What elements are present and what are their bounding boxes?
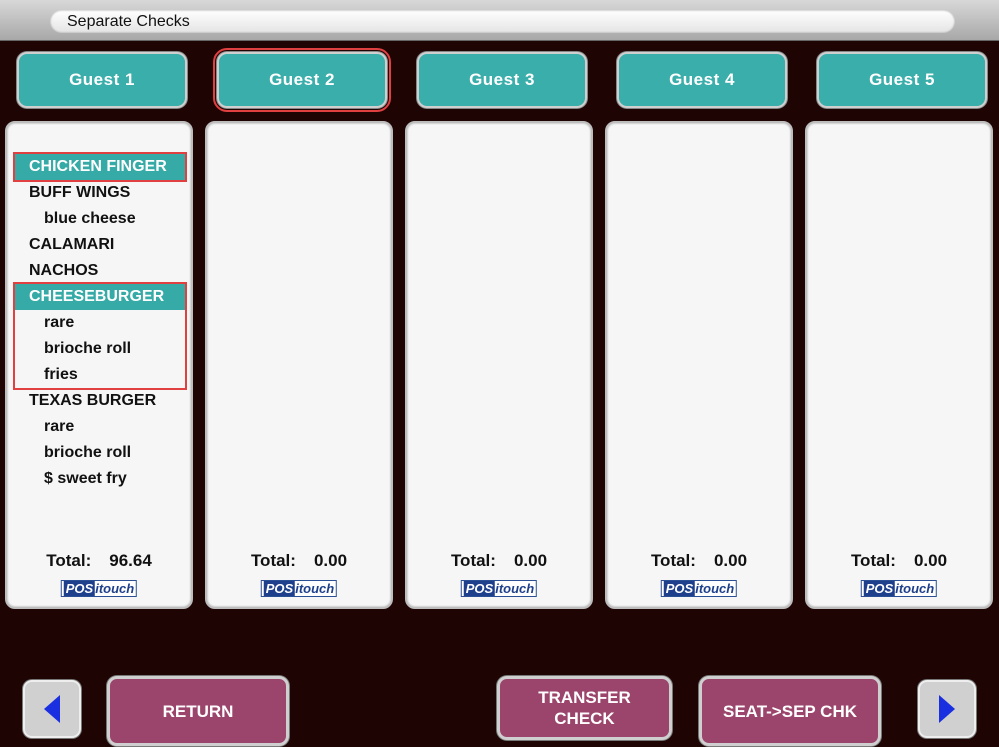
guest-2-button[interactable]: Guest 2: [213, 48, 391, 112]
next-page-button[interactable]: [918, 680, 976, 738]
total-value: 96.64: [109, 551, 152, 570]
guest-4-check-panel: Total: 0.00 POS itouch: [605, 121, 793, 609]
check-item[interactable]: CHEESEBURGER: [15, 284, 185, 310]
guest-2-check-panel: Total: 0.00 POS itouch: [205, 121, 393, 609]
guest-5-check-panel: Total: 0.00 POS itouch: [805, 121, 993, 609]
seat-to-separate-check-button[interactable]: SEAT->SEP CHK: [699, 676, 881, 746]
previous-page-button[interactable]: [23, 680, 81, 738]
guest-5-button[interactable]: Guest 5: [817, 52, 987, 108]
total-value: 0.00: [513, 551, 548, 570]
check-item[interactable]: CALAMARI: [29, 236, 115, 253]
selected-item-group: CHEESEBURGER rare brioche roll fries: [13, 282, 187, 390]
total-label: Total:: [250, 551, 296, 570]
total: Total: 0.00: [207, 551, 391, 571]
modifier-item[interactable]: fries: [44, 366, 78, 383]
modifier-item[interactable]: $ sweet fry: [44, 470, 127, 487]
positouch-logo: POS itouch: [460, 580, 538, 597]
total-label: Total:: [850, 551, 896, 570]
total-value: 0.00: [713, 551, 748, 570]
title-field: Separate Checks: [50, 10, 955, 33]
total-label: Total:: [450, 551, 496, 570]
return-button[interactable]: RETURN: [107, 676, 289, 746]
guest-1-button[interactable]: Guest 1: [17, 52, 187, 108]
arrow-right-icon: [939, 695, 955, 723]
check-item[interactable]: TEXAS BURGER: [29, 392, 157, 409]
positouch-logo: POS itouch: [60, 580, 138, 597]
check-item-list: CHICKEN FINGER BUFF WINGS blue cheese CALAM…: [13, 152, 187, 492]
total: Total: 0.00: [607, 551, 791, 571]
guest-1-check-panel: CHICKEN FINGER BUFF WINGS blue cheese CALAM…: [5, 121, 193, 609]
positouch-logo: POS itouch: [260, 580, 338, 597]
positouch-logo: POS itouch: [660, 580, 738, 597]
modifier-item[interactable]: rare: [44, 418, 75, 435]
modifier-item[interactable]: brioche roll: [44, 340, 132, 357]
check-item[interactable]: CHICKEN FINGER: [15, 154, 185, 180]
arrow-left-icon: [44, 695, 60, 723]
guest-3-button[interactable]: Guest 3: [417, 52, 587, 108]
total: Total: 96.64: [7, 551, 191, 571]
modifier-item[interactable]: rare: [44, 314, 75, 331]
total-value: 0.00: [913, 551, 948, 570]
page-title: Separate Checks: [67, 13, 190, 30]
modifier-item[interactable]: blue cheese: [44, 210, 136, 227]
selected-item-group: CHICKEN FINGER: [13, 152, 187, 182]
total-label: Total:: [46, 551, 92, 570]
title-bar: Separate Checks: [0, 0, 999, 41]
total-label: Total:: [650, 551, 696, 570]
total-value: 0.00: [313, 551, 348, 570]
modifier-item[interactable]: brioche roll: [44, 444, 132, 461]
check-item[interactable]: NACHOS: [29, 262, 99, 279]
total: Total: 0.00: [407, 551, 591, 571]
guest-4-button[interactable]: Guest 4: [617, 52, 787, 108]
check-item[interactable]: BUFF WINGS: [29, 184, 131, 201]
transfer-check-button[interactable]: TRANSFER CHECK: [497, 676, 672, 740]
positouch-logo: POS itouch: [860, 580, 938, 597]
total: Total: 0.00: [807, 551, 991, 571]
guest-3-check-panel: Total: 0.00 POS itouch: [405, 121, 593, 609]
